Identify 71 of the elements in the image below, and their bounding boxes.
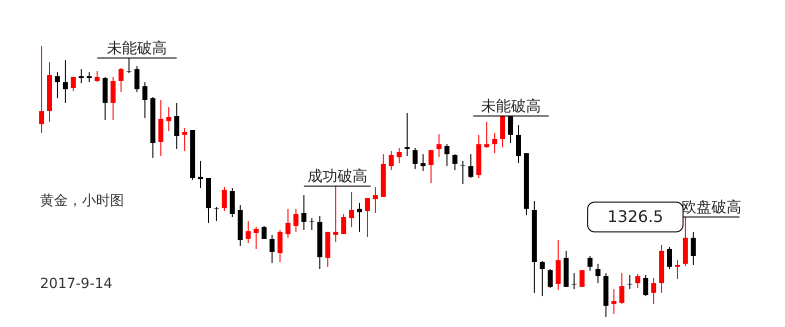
candlestick	[556, 240, 561, 290]
candlestick	[262, 225, 267, 240]
candlestick	[492, 132, 498, 154]
candlestick	[428, 150, 434, 184]
candlestick	[651, 277, 656, 304]
annotation: 未能破高	[480, 96, 541, 115]
candlestick	[86, 72, 92, 83]
candlestick	[468, 154, 474, 178]
candlestick	[372, 186, 378, 214]
candlestick	[572, 272, 577, 290]
candlestick	[516, 124, 521, 164]
candlestick	[270, 234, 275, 264]
candlestick	[436, 134, 442, 158]
candlestick	[635, 273, 640, 288]
candlestick	[500, 115, 506, 148]
candlestick	[39, 46, 44, 134]
candlestick	[309, 218, 314, 231]
candlestick	[222, 186, 227, 212]
candlestick	[404, 112, 410, 157]
candlestick	[595, 263, 600, 284]
candlestick	[254, 226, 259, 250]
candlestick	[246, 220, 251, 244]
candlestick	[548, 268, 553, 288]
candlestick	[349, 192, 354, 228]
candlestick	[214, 206, 219, 222]
candlestick	[198, 160, 204, 189]
candlestick	[166, 106, 172, 132]
candlestick	[588, 256, 593, 272]
candlestick	[396, 147, 402, 164]
candlestick	[420, 154, 426, 172]
text: 黄金，小时图	[40, 192, 124, 210]
annotation: 2017-9-14	[40, 276, 112, 292]
candlestick	[110, 76, 116, 121]
candlestick	[285, 208, 290, 238]
candlestick	[333, 186, 338, 242]
candlestick	[444, 144, 450, 167]
candlestick	[611, 288, 616, 314]
candlestick	[364, 198, 370, 238]
candlestick	[174, 102, 180, 150]
candlestick	[158, 99, 164, 157]
candlestick	[54, 72, 60, 99]
candlestick	[182, 128, 188, 152]
candlestick	[667, 246, 672, 270]
candlestick	[357, 202, 362, 232]
candlestick	[94, 70, 100, 83]
annotation: 成功破高	[307, 167, 368, 186]
candlestick	[142, 82, 148, 119]
candlestick	[230, 188, 235, 218]
candlestick	[70, 76, 76, 92]
candlestick	[619, 272, 624, 304]
candlestick	[118, 68, 124, 93]
candlestick	[690, 231, 696, 266]
annotation: 1326.5	[607, 207, 664, 226]
candlestick	[540, 260, 545, 297]
annotation: 未能破高	[106, 38, 167, 57]
candlestick	[134, 66, 140, 93]
candlestick	[388, 150, 394, 171]
candlestick	[452, 154, 458, 171]
candlestick	[674, 260, 680, 280]
candlestick	[460, 160, 466, 184]
candlestick	[341, 214, 346, 235]
candlestick	[293, 208, 298, 232]
candlestick	[580, 270, 585, 288]
candlestick	[412, 147, 418, 170]
candlestick	[484, 121, 490, 148]
candlestick	[78, 68, 84, 84]
candlestick	[278, 230, 283, 262]
candlestick	[627, 274, 632, 290]
candlestick	[301, 194, 306, 231]
candlestick	[62, 60, 68, 104]
candlestick	[643, 274, 648, 297]
